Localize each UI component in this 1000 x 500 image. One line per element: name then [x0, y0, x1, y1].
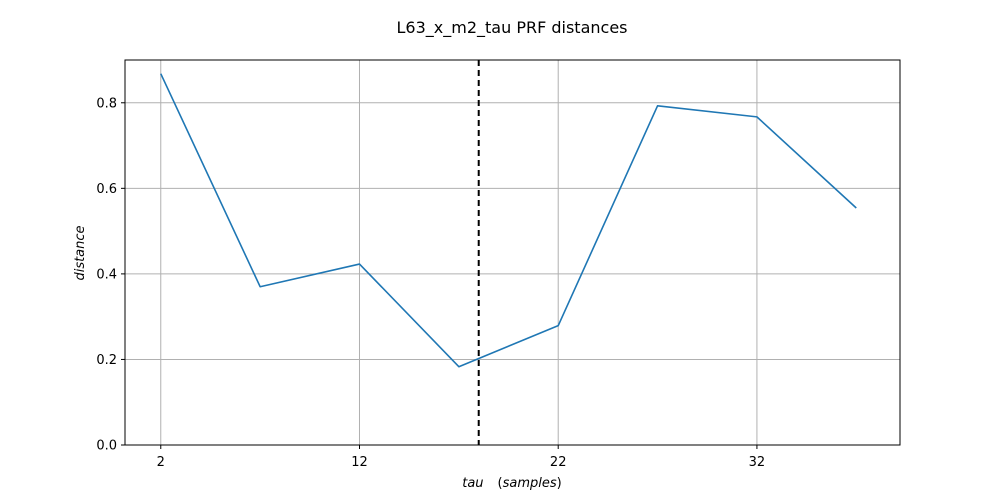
grid	[125, 60, 900, 446]
axes: 2 12 22 32 0.0 0.2 0.4 0.6 0.8	[96, 59, 901, 470]
series-layer	[160, 60, 857, 445]
x-tick-label: 2	[157, 455, 165, 470]
x-tick-label: 32	[749, 455, 766, 470]
y-tick-label: 0.8	[96, 96, 117, 111]
x-tick-label: 22	[550, 455, 567, 470]
y-tick-label: 0.0	[96, 439, 117, 454]
y-axis-label: distance	[73, 225, 88, 280]
x-tick-label: 12	[351, 455, 368, 470]
y-tick-label: 0.4	[96, 267, 117, 282]
y-tick-label: 0.2	[96, 353, 117, 368]
chart-title: L63_x_m2_tau PRF distances	[397, 18, 628, 38]
plot-frame	[124, 59, 901, 446]
y-tick-label: 0.6	[96, 182, 117, 197]
x-axis-label: tau (samples)	[462, 476, 562, 491]
series-line	[160, 73, 857, 368]
